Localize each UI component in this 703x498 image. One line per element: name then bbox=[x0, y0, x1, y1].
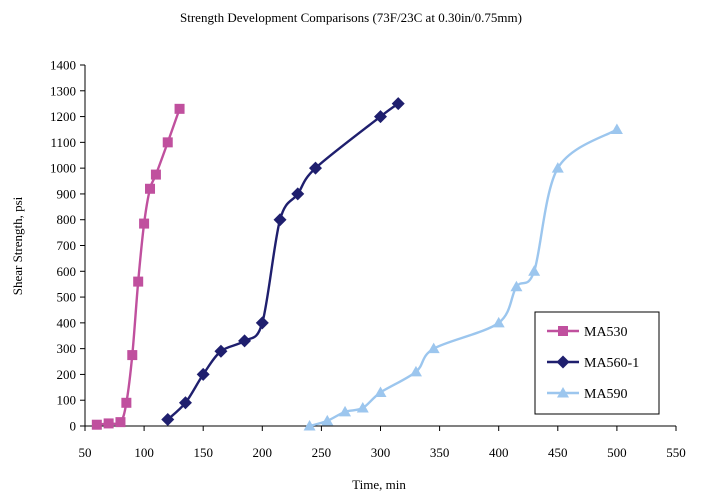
y-tick-label: 900 bbox=[57, 186, 77, 201]
x-tick-label: 350 bbox=[430, 445, 450, 460]
y-tick-label: 500 bbox=[57, 290, 77, 305]
data-point-ma560-1 bbox=[214, 344, 228, 358]
x-tick-label: 150 bbox=[193, 445, 213, 460]
chart-title: Strength Development Comparisons (73F/23… bbox=[180, 10, 522, 25]
x-tick-label: 400 bbox=[489, 445, 509, 460]
legend-label-ma560-1: MA560-1 bbox=[584, 356, 639, 371]
data-point-ma560-1 bbox=[238, 334, 252, 348]
data-point-ma530 bbox=[174, 103, 185, 114]
x-axis-label: Time, min bbox=[352, 477, 406, 492]
data-point-ma530 bbox=[115, 417, 126, 428]
data-point-ma530 bbox=[121, 397, 132, 408]
data-point-ma590 bbox=[528, 265, 541, 276]
plot-area: 0 100 200 300 400 500 600 700 800 900 1000 1100 1200… bbox=[50, 58, 686, 461]
y-tick-label: 1000 bbox=[50, 161, 76, 176]
series-line-ma530 bbox=[96, 108, 181, 426]
data-point-ma560-1 bbox=[308, 161, 322, 175]
data-point-ma530 bbox=[133, 276, 144, 287]
data-point-ma590 bbox=[339, 405, 352, 417]
data-point-ma560-1 bbox=[196, 367, 210, 381]
data-point-ma560-1 bbox=[291, 187, 305, 201]
data-point-ma530 bbox=[139, 218, 150, 229]
legend-marker-ma560-1 bbox=[556, 355, 570, 369]
data-point-ma560-1 bbox=[391, 97, 405, 111]
x-tick-label: 450 bbox=[548, 445, 568, 460]
x-tick-label: 200 bbox=[253, 445, 273, 460]
data-point-ma560-1 bbox=[161, 413, 175, 427]
y-tick-label: 1100 bbox=[50, 135, 76, 150]
x-tick-label: 100 bbox=[134, 445, 154, 460]
data-point-ma560-1 bbox=[255, 316, 269, 330]
legend-marker-ma530 bbox=[558, 326, 568, 336]
y-tick-label: 1400 bbox=[50, 58, 76, 73]
data-point-ma530 bbox=[103, 418, 114, 429]
y-tick-label: 400 bbox=[57, 315, 77, 330]
data-point-ma590 bbox=[409, 365, 422, 377]
data-point-ma530 bbox=[91, 419, 102, 430]
y-tick-label: 300 bbox=[57, 341, 77, 356]
x-tick-label: 550 bbox=[666, 445, 686, 460]
data-point-ma530 bbox=[145, 183, 156, 194]
data-point-ma530 bbox=[127, 350, 138, 361]
x-tick-label: 300 bbox=[371, 445, 391, 460]
y-tick-label: 600 bbox=[57, 264, 77, 279]
data-point-ma530 bbox=[150, 169, 161, 180]
data-point-ma590 bbox=[374, 386, 387, 397]
data-point-ma590 bbox=[303, 420, 316, 431]
x-tick-label: 50 bbox=[79, 445, 92, 460]
data-point-ma530 bbox=[162, 137, 173, 148]
data-point-ma590 bbox=[492, 316, 505, 328]
y-tick-label: 800 bbox=[57, 212, 77, 227]
legend-label-ma530: MA530 bbox=[584, 325, 628, 340]
data-point-ma590 bbox=[551, 162, 564, 173]
data-point-ma560-1 bbox=[273, 213, 287, 227]
series-line-ma560-1 bbox=[166, 102, 399, 421]
y-tick-label: 0 bbox=[70, 419, 77, 434]
legend: MA530 MA560-1 MA590 bbox=[534, 311, 660, 415]
y-tick-label: 100 bbox=[57, 393, 77, 408]
data-point-ma590 bbox=[356, 401, 369, 413]
legend-marker-ma590 bbox=[557, 387, 569, 398]
data-point-ma590 bbox=[427, 342, 440, 354]
legend-label-ma590: MA590 bbox=[584, 387, 628, 402]
y-axis-label: Shear Strength, psi bbox=[10, 196, 25, 295]
data-point-ma590 bbox=[610, 123, 623, 134]
y-tick-label: 700 bbox=[57, 238, 77, 253]
data-point-ma560-1 bbox=[178, 396, 192, 410]
y-tick-label: 200 bbox=[57, 367, 77, 382]
x-tick-label: 500 bbox=[607, 445, 627, 460]
data-point-ma590 bbox=[510, 280, 523, 292]
y-tick-label: 1300 bbox=[50, 83, 76, 98]
data-point-ma590 bbox=[321, 414, 334, 426]
y-tick-label: 1200 bbox=[50, 109, 76, 124]
x-tick-label: 250 bbox=[312, 445, 332, 460]
data-point-ma560-1 bbox=[374, 110, 387, 124]
